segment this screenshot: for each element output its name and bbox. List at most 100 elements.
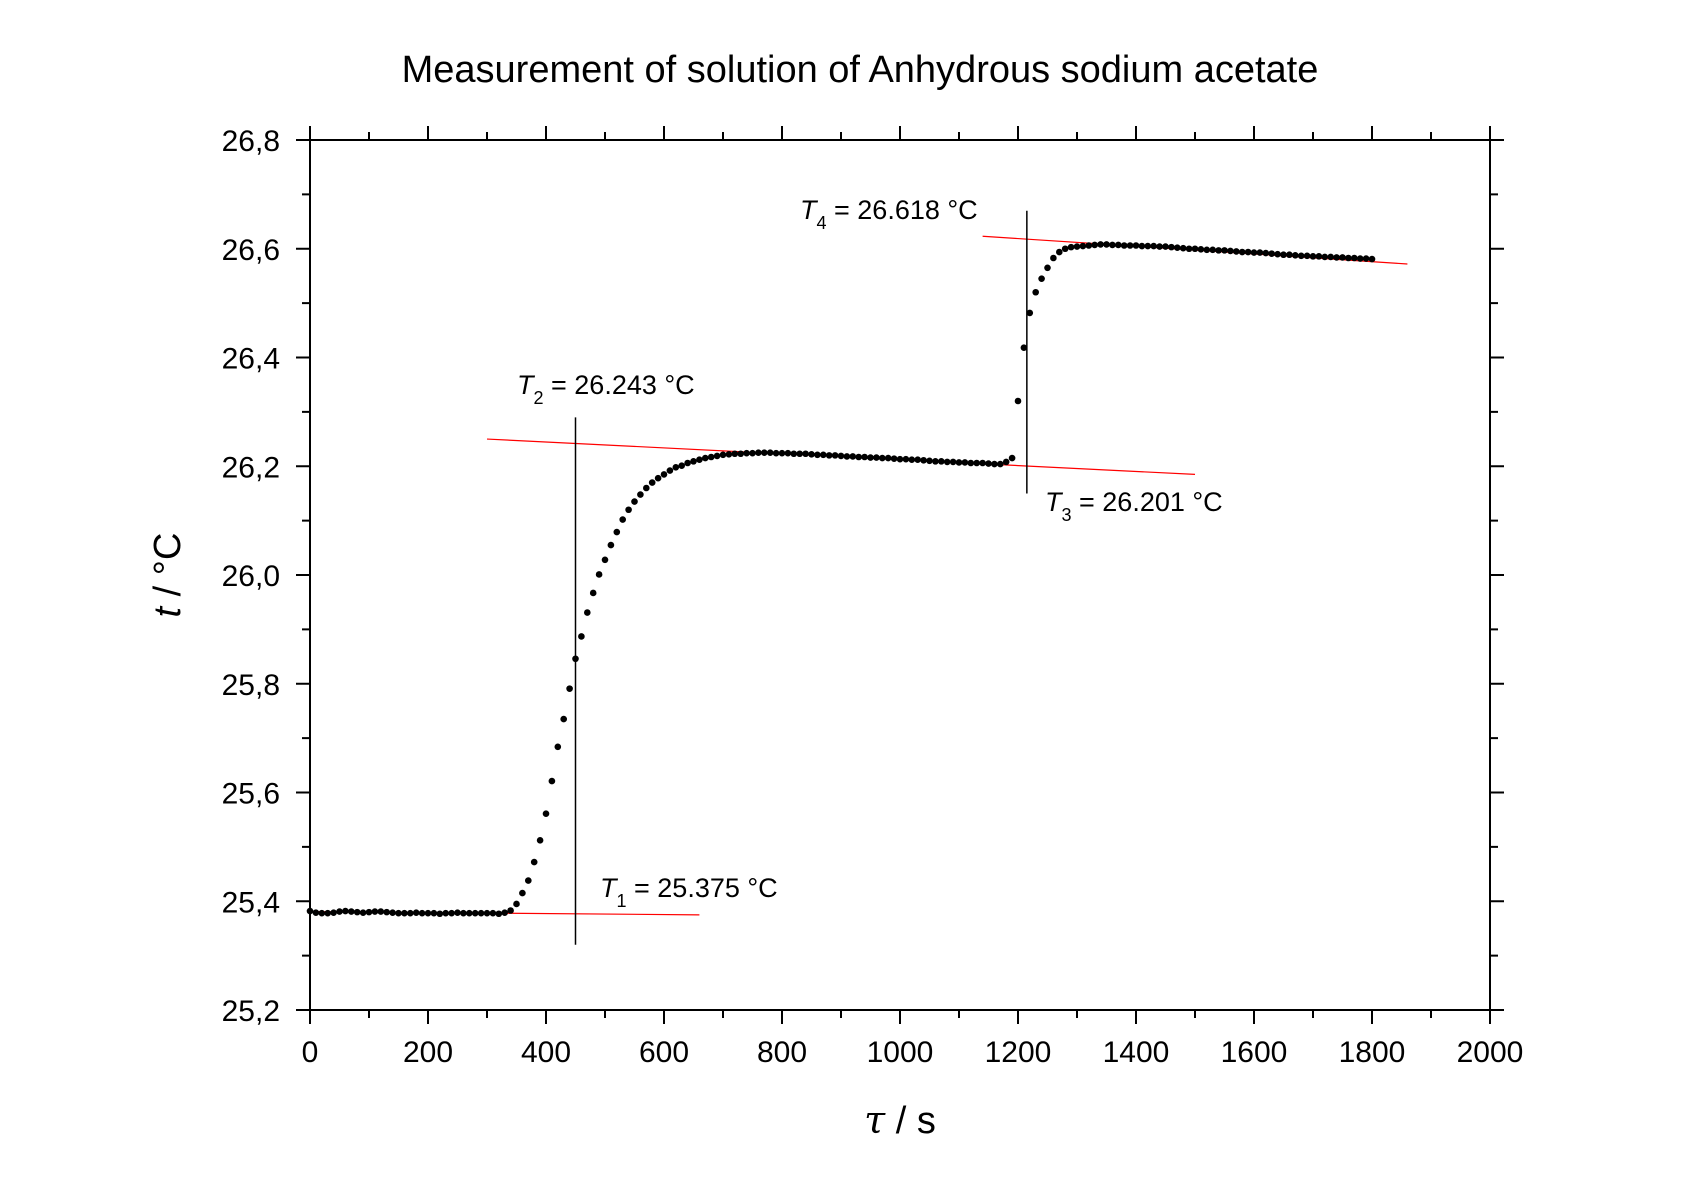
x-axis-label-symbol: τ (864, 1098, 886, 1142)
data-point (1309, 253, 1317, 260)
y-tick-label: 25,2 (222, 995, 280, 1028)
plot-frame (309, 139, 1491, 1011)
data-point (430, 909, 438, 917)
data-point (825, 452, 833, 459)
data-point (395, 909, 402, 917)
y-axis-label-unit: / °C (147, 533, 189, 607)
data-point (513, 900, 520, 908)
data-point (973, 459, 980, 467)
data-point (1138, 242, 1146, 250)
y-tick-label: 26,6 (222, 234, 280, 267)
x-tick-label: 1800 (1339, 1036, 1406, 1069)
data-point (719, 451, 727, 459)
x-axis-label: τ / s (864, 1098, 936, 1142)
data-point (855, 453, 862, 461)
x-tick-label: 600 (639, 1036, 689, 1069)
data-point (1244, 248, 1252, 256)
data-point (401, 909, 408, 917)
data-points (306, 241, 1376, 918)
data-point (1203, 246, 1211, 254)
data-point (324, 909, 332, 917)
data-point (442, 909, 450, 917)
data-point (336, 908, 343, 915)
y-axis-tick-labels: 25,2 25,4 25,6 25,8 26,0 26,2 26,4 26,6 26,8 (222, 125, 280, 1028)
y-axis-label-symbol: t (147, 605, 189, 617)
data-point (542, 810, 550, 818)
data-point (1215, 247, 1222, 254)
data-point (684, 459, 691, 467)
data-point (501, 909, 509, 916)
data-point (920, 456, 927, 464)
data-point (707, 453, 715, 461)
data-point (1073, 243, 1081, 250)
data-point (654, 474, 662, 482)
data-point (613, 528, 621, 536)
data-point (932, 458, 939, 465)
data-point (1103, 241, 1110, 248)
data-point (1020, 344, 1028, 352)
y-axis-label: t / °C (147, 533, 189, 618)
data-point (861, 453, 868, 461)
data-point (761, 449, 768, 456)
data-point (1026, 309, 1034, 317)
data-point (1297, 252, 1305, 260)
data-point (843, 453, 851, 460)
data-point (1008, 454, 1016, 462)
data-point (1233, 248, 1240, 255)
data-point (772, 449, 780, 457)
data-point (1262, 249, 1270, 257)
data-point (831, 452, 839, 459)
data-point (943, 458, 951, 466)
data-point (660, 471, 668, 478)
data-point (1362, 255, 1370, 262)
data-point (418, 909, 426, 917)
data-point (1345, 254, 1352, 262)
data-point (702, 454, 709, 462)
data-point (890, 455, 898, 462)
x-tick-label: 200 (403, 1036, 453, 1069)
data-point (997, 460, 1004, 468)
y-tick-label: 26,2 (222, 451, 280, 484)
data-point (938, 458, 945, 465)
data-point (1085, 242, 1093, 249)
x-tick-label: 1400 (1103, 1036, 1170, 1069)
data-point (873, 454, 880, 461)
data-point (601, 556, 609, 564)
data-point (471, 909, 479, 917)
data-point (318, 909, 326, 917)
x-axis-ticks (309, 126, 1491, 1024)
data-point (678, 462, 685, 470)
data-point (849, 453, 857, 460)
data-point (1056, 248, 1063, 256)
data-point (460, 909, 467, 917)
annotation-t4: T4 = 26.618 °C (800, 195, 978, 233)
data-point (784, 449, 792, 457)
data-point (507, 907, 514, 914)
data-point (412, 909, 420, 916)
data-point (914, 456, 921, 464)
data-point (1197, 245, 1205, 253)
data-point (1333, 254, 1340, 261)
data-point (424, 909, 432, 917)
data-point (1191, 245, 1199, 253)
data-point (1185, 245, 1193, 253)
data-point (530, 858, 538, 866)
data-point (743, 449, 750, 457)
annotation-t3-symbol: T (1045, 487, 1064, 517)
data-point (731, 450, 739, 458)
data-point (383, 908, 391, 916)
data-point (902, 455, 910, 463)
data-point (879, 454, 886, 462)
y-axis-ticks (296, 139, 1504, 1011)
y-tick-label: 25,6 (222, 778, 280, 811)
data-point (519, 889, 526, 897)
x-axis-tick-labels: 0 200 400 600 800 1000 1200 1400 1600 1800 2000 (302, 1036, 1524, 1069)
data-point (884, 454, 892, 462)
data-point (1274, 250, 1281, 258)
data-point (643, 484, 650, 492)
data-point (619, 516, 626, 523)
x-tick-label: 1200 (985, 1036, 1052, 1069)
data-point (483, 909, 491, 917)
data-point (1150, 242, 1157, 250)
